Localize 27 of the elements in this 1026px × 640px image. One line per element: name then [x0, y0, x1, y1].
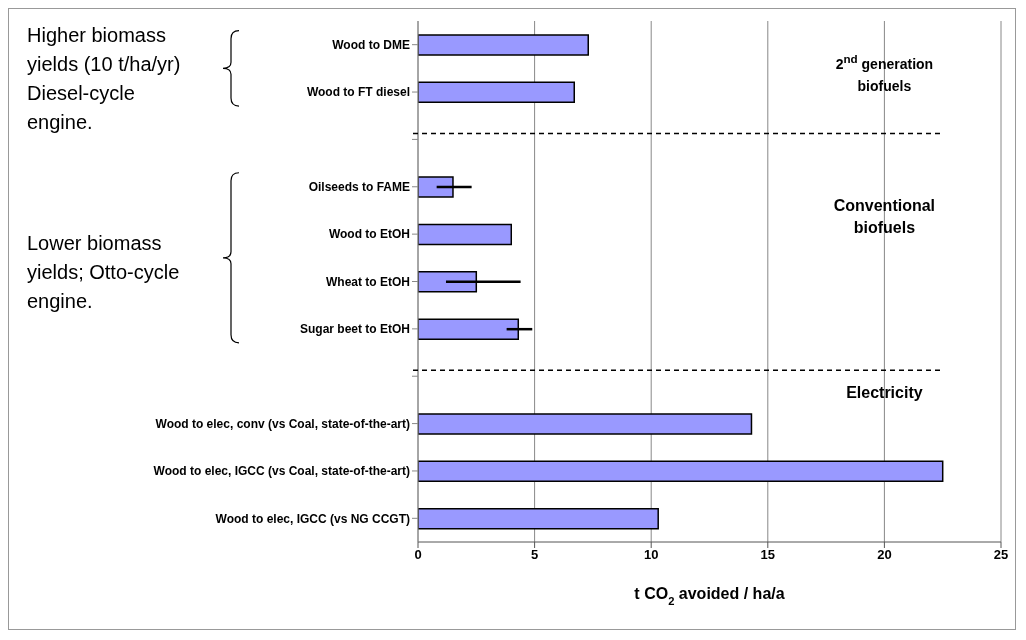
- annotation: 2$^{nd}$ generation biofuels: [834, 51, 935, 96]
- text: Higher biomass yields (10 t/ha/yr) Diesel-cycle engine.: [27, 23, 182, 135]
- bar: [418, 413, 753, 435]
- x-tick-label: 10: [643, 547, 659, 563]
- bar: [418, 223, 513, 246]
- annotation: Conventional biofuels: [832, 196, 937, 239]
- y-tick-label: Wood to elec, conv (vs Coal, state-of-the-art): [155, 416, 410, 431]
- x-tick-label: 5: [530, 547, 539, 563]
- x-tick-label: 25: [993, 547, 1009, 563]
- y-tick-label: Wood to EtOH: [328, 227, 410, 242]
- bar: [418, 460, 944, 483]
- text: Lower biomass yields; Otto-cycle engine.: [27, 231, 181, 314]
- bar: [418, 507, 659, 530]
- y-tick-label: Wood to DME: [332, 37, 410, 52]
- y-tick-label: Wood to FT diesel: [306, 85, 410, 100]
- x-axis-title: t CO$_{2}$ avoided / ha/a: [634, 585, 785, 607]
- annotation: Electricity: [845, 382, 924, 403]
- x-tick-label: 0: [414, 547, 422, 563]
- y-tick-label: Wood to elec, IGCC (vs NG CCGT): [215, 511, 410, 526]
- x-tick-label: 20: [877, 547, 892, 563]
- y-tick-label: Sugar beet to EtOH: [299, 322, 410, 337]
- y-tick-label: Wood to elec, IGCC (vs Coal, state-of-the-art): [153, 464, 410, 479]
- y-tick-label: Oilseeds to FAME: [308, 180, 410, 195]
- bar: [418, 34, 589, 56]
- y-tick-label: Wheat to EtOH: [326, 274, 410, 289]
- x-tick-label: 15: [760, 547, 776, 563]
- bar: [418, 81, 575, 104]
